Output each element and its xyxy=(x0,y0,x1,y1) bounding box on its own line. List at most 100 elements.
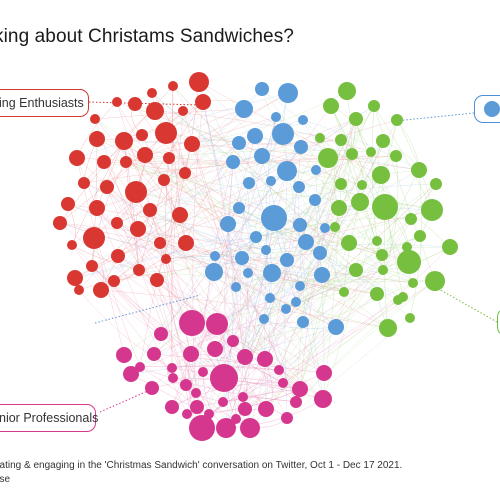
edge xyxy=(278,246,408,371)
edge xyxy=(71,244,174,379)
edge xyxy=(76,157,234,163)
edge xyxy=(319,137,451,248)
edge xyxy=(153,199,316,355)
edge xyxy=(123,140,140,271)
node-green xyxy=(357,180,367,190)
node-blue xyxy=(293,218,307,232)
edge xyxy=(139,366,297,403)
node-green xyxy=(338,82,356,100)
node-red xyxy=(115,132,133,150)
edge xyxy=(71,140,125,246)
edge xyxy=(96,138,410,263)
edge xyxy=(138,269,436,283)
node-red xyxy=(83,227,105,249)
node-red xyxy=(146,102,164,120)
cluster-label-pink: nior Professionals xyxy=(0,404,99,432)
node-blue xyxy=(266,176,276,186)
edge xyxy=(94,118,389,329)
node-red xyxy=(89,131,105,147)
node-green xyxy=(405,213,417,225)
node-red xyxy=(179,167,191,179)
edge xyxy=(156,206,386,281)
node-red xyxy=(133,264,145,276)
edge xyxy=(242,326,337,398)
edge xyxy=(159,242,337,328)
edge xyxy=(130,269,384,375)
node-blue xyxy=(259,314,269,324)
node-green xyxy=(323,98,339,114)
edge xyxy=(165,157,170,260)
edge xyxy=(214,153,353,350)
node-blue xyxy=(297,316,309,328)
node-pink xyxy=(316,365,332,381)
edge xyxy=(100,289,389,329)
node-pink xyxy=(198,367,208,377)
edge xyxy=(91,265,162,335)
edge xyxy=(265,272,273,410)
node-green xyxy=(349,263,363,277)
node-blue xyxy=(235,100,253,118)
node-green xyxy=(335,178,347,190)
node-blue xyxy=(265,293,275,303)
edge xyxy=(125,149,372,163)
node-green xyxy=(391,114,403,126)
node-green xyxy=(411,162,427,178)
edge xyxy=(202,101,237,288)
node-red xyxy=(111,249,125,263)
node-blue xyxy=(291,297,301,307)
edge xyxy=(190,353,284,384)
node-red xyxy=(184,136,200,152)
node-pink xyxy=(290,396,302,408)
cluster-label-blue xyxy=(474,95,500,123)
node-pink xyxy=(183,346,199,362)
edge xyxy=(265,183,437,410)
node-red xyxy=(67,240,77,250)
edge xyxy=(149,209,203,429)
node-blue xyxy=(220,216,236,232)
node-green xyxy=(405,313,415,323)
node-red xyxy=(154,237,166,249)
edge xyxy=(322,119,398,400)
node-green xyxy=(398,292,408,302)
leader-line-1 xyxy=(99,389,151,413)
node-pink xyxy=(180,379,192,391)
cluster-label-pink-text: nior Professionals xyxy=(0,411,99,425)
node-pink xyxy=(216,418,236,438)
node-green xyxy=(368,100,380,112)
edge xyxy=(265,269,384,410)
node-pink xyxy=(238,402,252,416)
edge xyxy=(195,155,397,394)
node-pink xyxy=(167,363,177,373)
edge xyxy=(286,280,436,419)
edge xyxy=(343,140,384,293)
node-blue xyxy=(231,282,241,292)
node-green xyxy=(346,148,358,160)
edge xyxy=(314,199,325,374)
edge xyxy=(96,138,420,171)
edge xyxy=(123,140,193,324)
node-red xyxy=(178,106,188,116)
node-pink xyxy=(210,364,238,392)
node-blue xyxy=(298,115,308,125)
edge xyxy=(130,326,337,375)
blue-dot-icon xyxy=(484,101,500,117)
node-blue xyxy=(277,161,297,181)
edge xyxy=(196,388,301,408)
node-red xyxy=(172,207,188,223)
edge xyxy=(113,180,272,282)
edge xyxy=(238,207,323,276)
node-red xyxy=(137,147,153,163)
edge xyxy=(235,272,249,420)
node-red xyxy=(161,254,171,264)
node-blue xyxy=(226,155,240,169)
edge xyxy=(302,119,420,171)
node-pink xyxy=(145,381,159,395)
node-green xyxy=(372,166,390,184)
node-pink xyxy=(227,335,239,347)
edge xyxy=(284,170,288,419)
node-green xyxy=(421,199,443,221)
node-blue xyxy=(293,181,305,193)
node-red xyxy=(155,122,177,144)
node-blue xyxy=(271,112,281,122)
